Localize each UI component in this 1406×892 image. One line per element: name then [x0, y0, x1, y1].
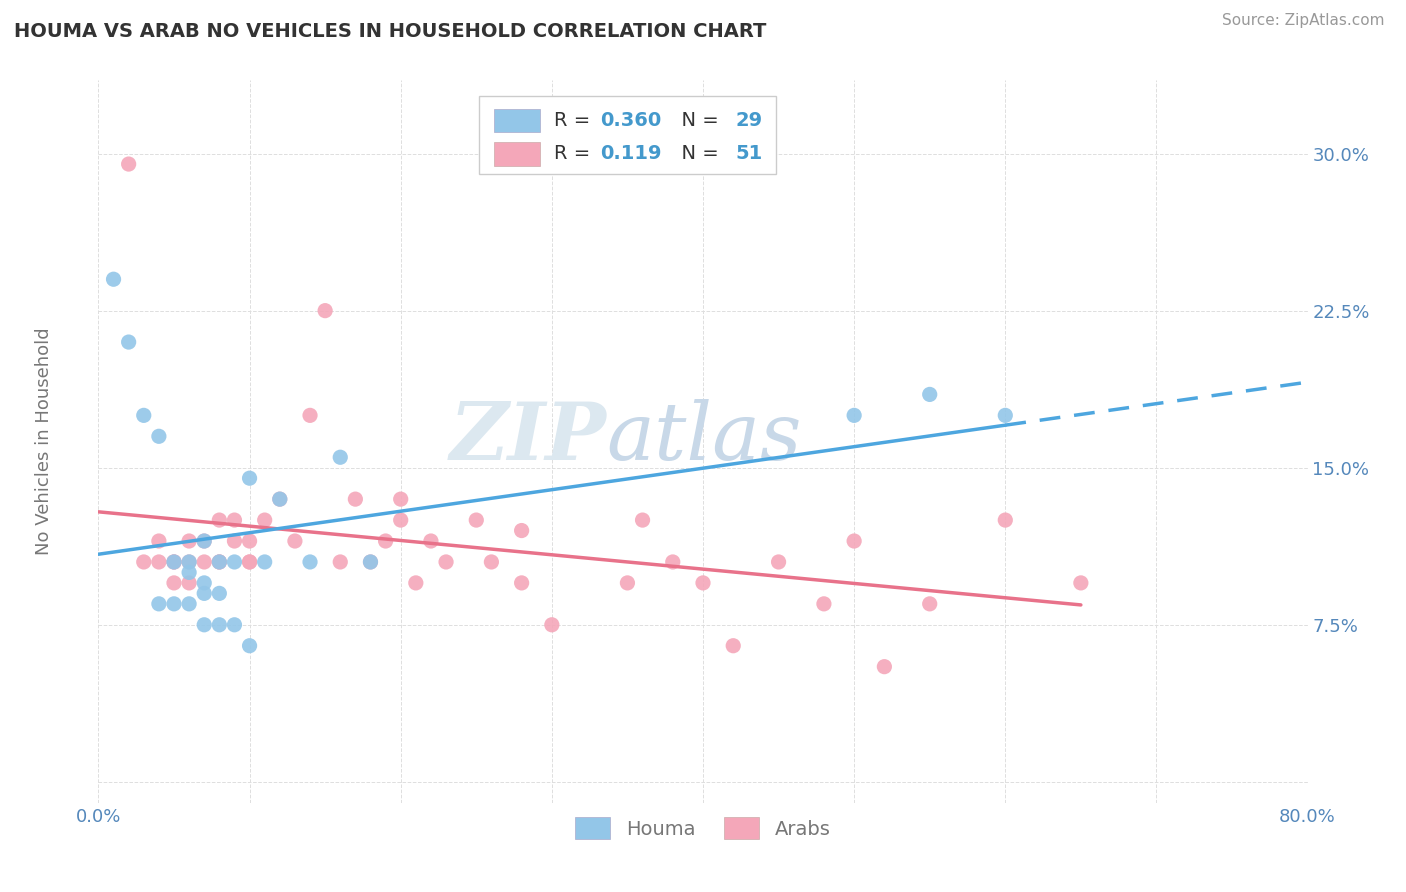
Point: [193, 575, 215, 590]
Point: [239, 471, 262, 485]
Point: [239, 555, 262, 569]
Point: [193, 617, 215, 632]
Point: [299, 555, 322, 569]
Text: R =: R =: [554, 112, 596, 130]
Point: [768, 555, 790, 569]
Point: [208, 555, 231, 569]
Point: [284, 534, 307, 549]
Point: [193, 555, 215, 569]
Point: [299, 409, 322, 423]
Point: [389, 513, 412, 527]
Point: [510, 524, 533, 538]
Point: [132, 555, 155, 569]
Point: [118, 157, 141, 171]
Point: [844, 534, 866, 549]
Text: 0.119: 0.119: [600, 145, 662, 163]
Point: [163, 575, 186, 590]
Point: [253, 555, 276, 569]
Point: [844, 409, 866, 423]
Point: [269, 492, 291, 507]
Point: [208, 513, 231, 527]
Point: [103, 272, 125, 286]
Point: [631, 513, 654, 527]
Point: [163, 555, 186, 569]
Point: [148, 555, 170, 569]
Point: [193, 534, 215, 549]
Point: [374, 534, 396, 549]
Point: [481, 555, 503, 569]
Point: [163, 555, 186, 569]
Point: [269, 492, 291, 507]
Point: [163, 597, 186, 611]
Point: [344, 492, 367, 507]
Point: [329, 555, 352, 569]
Text: atlas: atlas: [606, 400, 801, 476]
Point: [465, 513, 488, 527]
Point: [389, 492, 412, 507]
Point: [616, 575, 638, 590]
Point: [661, 555, 683, 569]
Point: [193, 586, 215, 600]
Point: [239, 555, 262, 569]
Point: [918, 387, 941, 401]
Point: [208, 555, 231, 569]
Point: [314, 303, 336, 318]
Point: [918, 597, 941, 611]
Point: [179, 575, 201, 590]
Point: [405, 575, 427, 590]
FancyBboxPatch shape: [494, 143, 540, 166]
Point: [148, 534, 170, 549]
Point: [434, 555, 457, 569]
Point: [239, 534, 262, 549]
Point: [208, 617, 231, 632]
Text: N =: N =: [669, 145, 725, 163]
Point: [329, 450, 352, 465]
Text: R =: R =: [554, 145, 603, 163]
Point: [179, 555, 201, 569]
Point: [224, 555, 246, 569]
Text: ZIP: ZIP: [450, 400, 606, 476]
Point: [208, 555, 231, 569]
Legend: Houma, Arabs: Houma, Arabs: [568, 809, 838, 847]
Point: [1070, 575, 1092, 590]
Point: [994, 513, 1017, 527]
Point: [813, 597, 835, 611]
Point: [360, 555, 382, 569]
Point: [179, 534, 201, 549]
Point: [994, 409, 1017, 423]
Point: [179, 597, 201, 611]
Text: 51: 51: [735, 145, 763, 163]
Text: 0.360: 0.360: [600, 112, 661, 130]
Point: [239, 639, 262, 653]
Text: No Vehicles in Household: No Vehicles in Household: [35, 327, 53, 556]
Text: N =: N =: [669, 112, 725, 130]
Point: [224, 534, 246, 549]
Point: [132, 409, 155, 423]
Text: HOUMA VS ARAB NO VEHICLES IN HOUSEHOLD CORRELATION CHART: HOUMA VS ARAB NO VEHICLES IN HOUSEHOLD C…: [14, 22, 766, 41]
Text: Source: ZipAtlas.com: Source: ZipAtlas.com: [1222, 13, 1385, 29]
Point: [163, 555, 186, 569]
Point: [360, 555, 382, 569]
Point: [510, 575, 533, 590]
Point: [208, 586, 231, 600]
Point: [148, 429, 170, 443]
Point: [873, 659, 896, 673]
Point: [193, 534, 215, 549]
Point: [420, 534, 443, 549]
Point: [179, 555, 201, 569]
Point: [692, 575, 714, 590]
FancyBboxPatch shape: [494, 109, 540, 132]
Point: [224, 617, 246, 632]
Point: [148, 597, 170, 611]
Point: [253, 513, 276, 527]
Point: [540, 617, 562, 632]
FancyBboxPatch shape: [479, 96, 776, 174]
Point: [179, 566, 201, 580]
Point: [224, 513, 246, 527]
Text: 29: 29: [735, 112, 763, 130]
Point: [723, 639, 745, 653]
Point: [118, 334, 141, 349]
